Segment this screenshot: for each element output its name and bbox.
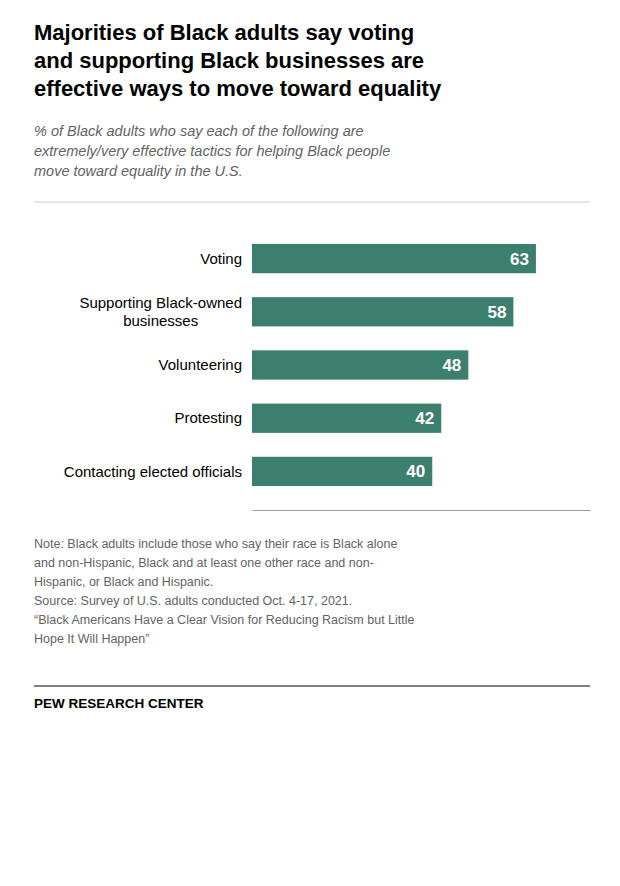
data-label: 63 [510,250,529,269]
data-label: 48 [442,356,461,375]
category-label: Voting [200,250,242,267]
subtitle: % of Black adults who say each of the fo… [34,123,390,179]
separator [34,202,590,203]
bar [252,244,536,273]
note-line: Hope It Will Happen” [34,632,149,646]
note-line: Source: Survey of U.S. adults conducted … [34,594,352,608]
footer-separator [34,686,590,687]
title: Majorities of Black adults say voting and… [34,20,442,101]
data-label: 42 [415,409,434,428]
subtitle-line: move toward equality in the U.S. [34,163,243,179]
bar [252,350,468,379]
category-label: Contacting elected officials [64,463,242,480]
bars [252,244,536,486]
note-line: Hispanic, or Black and Hispanic. [34,575,213,589]
category-label-line: businesses [123,312,198,329]
data-labels: 63 58 48 42 40 [406,250,529,482]
title-line: effective ways to move toward equality [34,76,442,101]
subtitle-line: % of Black adults who say each of the fo… [34,123,364,139]
data-label: 40 [406,462,425,481]
data-label: 58 [487,303,506,322]
category-label-line: Voting [200,250,242,267]
note-line: “Black Americans Have a Clear Vision for… [34,613,415,627]
bar [252,297,513,326]
x-axis-line [253,510,591,511]
category-label: Supporting Black-ownedbusinesses [79,294,242,329]
category-labels: Voting Supporting Black-ownedbusinesses Vo… [64,250,242,480]
title-line: Majorities of Black adults say voting [34,20,414,45]
bar [252,457,432,486]
category-label-line: Contacting elected officials [64,463,242,480]
subtitle-line: extremely/very effective tactics for hel… [34,143,390,159]
category-label: Volunteering [159,356,242,373]
category-label: Protesting [174,409,242,426]
x-axis [253,510,591,511]
note-line: and non-Hispanic, Black and at least one… [34,556,374,570]
title-line: and supporting Black businesses are [34,48,424,73]
category-label-line: Protesting [174,409,242,426]
category-label-line: Volunteering [159,356,242,373]
chart: Majorities of Black adults say voting and… [0,0,620,886]
category-label-line: Supporting Black-owned [79,294,242,311]
bar [252,404,441,433]
note-line: Note: Black adults include those who say… [34,537,397,551]
footer: PEW RESEARCH CENTER [34,696,204,711]
note: Note: Black adults include those who say… [34,537,415,646]
